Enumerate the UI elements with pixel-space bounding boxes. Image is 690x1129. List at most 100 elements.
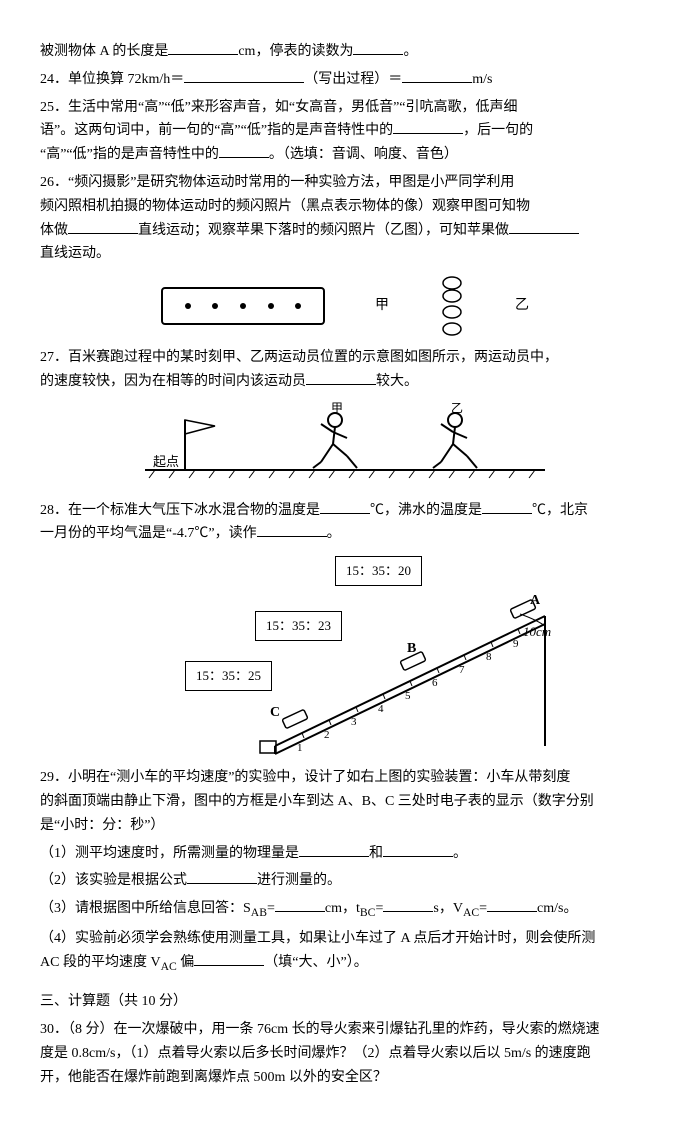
q30-l2: 度是 0.8cm/s，（1）点着导火索以后多长时间爆炸？（2）点着导火索以后以 … xyxy=(40,1046,591,1061)
q27-l2a: 的速度较快，因为在相等的时间内该运动员 xyxy=(40,374,306,389)
svg-text:1: 1 xyxy=(297,742,303,754)
q30-l3: 开，他能否在爆炸前跑到离爆炸点 500m 以外的安全区？ xyxy=(40,1070,387,1085)
q27-l2b: 较大。 xyxy=(376,374,418,389)
dot xyxy=(268,303,274,309)
q28-l2b: 。 xyxy=(327,526,341,541)
q30-num: 30． xyxy=(40,1022,68,1037)
q28-blank3[interactable] xyxy=(257,522,327,537)
intro-suffix: 。 xyxy=(403,44,417,59)
runners-figure: 起点 甲 乙 xyxy=(40,402,650,491)
svg-text:3: 3 xyxy=(351,716,357,728)
q29-sub-ab: AB xyxy=(251,906,267,919)
q29-i4b: AC 段的平均速度 V xyxy=(40,955,161,970)
q24-num: 24． xyxy=(40,72,68,87)
q29-sub-ac: AC xyxy=(463,906,479,919)
apple-stack-yi xyxy=(439,276,465,336)
q26-l2: 频闪照相机拍摄的物体运动时的频闪照片（黑点表示物体的像）观察甲图可知物 xyxy=(40,199,530,214)
q29-sub-bc: BC xyxy=(360,906,376,919)
q25-l1: 生活中常用“高”“低”来形容声音，如“女高音，男低音”“引吭高歌，低声细 xyxy=(68,100,518,115)
q29-i3-blank2[interactable] xyxy=(383,897,433,912)
q25-l2: 语”。这两句词中，前一句的“高”“低”指的是声音特性中的 xyxy=(40,123,393,138)
q29-i1a: （1）测平均速度时，所需测量的物理量是 xyxy=(40,846,299,861)
svg-text:6: 6 xyxy=(432,677,438,689)
point-a-label: A xyxy=(530,593,541,608)
q29-i2-blank[interactable] xyxy=(187,869,257,884)
q28-l1b: ℃，沸水的温度是 xyxy=(370,503,482,518)
q25-blank1[interactable] xyxy=(393,119,463,134)
svg-text:5: 5 xyxy=(405,690,411,702)
dot xyxy=(295,303,301,309)
q26-blank1[interactable] xyxy=(68,219,138,234)
runner-yi: 乙 xyxy=(433,402,477,468)
section-3-title: 三、计算题（共 10 分） xyxy=(40,990,650,1014)
q28-blank1[interactable] xyxy=(320,499,370,514)
q28-blank2[interactable] xyxy=(482,499,532,514)
dots-box-jia xyxy=(161,287,325,325)
car-c xyxy=(282,710,308,729)
svg-text:4: 4 xyxy=(378,703,384,715)
q29-i3-blank1[interactable] xyxy=(275,897,325,912)
q28-l2a: 一月份的平均气温是“-4.7℃”，读作 xyxy=(40,526,257,541)
dot xyxy=(185,303,191,309)
label-jia: 甲 xyxy=(375,294,389,318)
svg-text:7: 7 xyxy=(459,664,465,676)
q24-blank1[interactable] xyxy=(184,68,304,83)
q24-a: 单位换算 72km/h＝ xyxy=(68,72,184,87)
q25-l3: ，后一句的 xyxy=(463,123,533,138)
svg-text:甲: 甲 xyxy=(331,402,343,415)
q29-l1: 小明在“测小车的平均速度”的实验中，设计了如右上图的实验装置：小车从带刻度 xyxy=(68,770,570,785)
label-yi: 乙 xyxy=(515,294,529,318)
runner-jia: 甲 xyxy=(313,402,357,468)
q29-i1-blank2[interactable] xyxy=(383,842,453,857)
ramp-figure: 15：35：20 15：35：23 15：35：25 1 2 3 4 5 6 7… xyxy=(125,556,565,756)
q26-l3b: 直线运动；观察苹果下落时的频闪照片（乙图），可知苹果做 xyxy=(138,223,509,238)
q29-i3-blank3[interactable] xyxy=(487,897,537,912)
q29-i1-blank1[interactable] xyxy=(299,842,369,857)
q29-i3s: s，V xyxy=(433,901,463,916)
intro-prefix: 被测物体 A 的长度是 xyxy=(40,44,168,59)
flag-label: 起点 xyxy=(153,454,179,469)
q26-num: 26． xyxy=(40,175,68,190)
q29-i3c: = xyxy=(375,901,383,916)
q29-i4-blank[interactable] xyxy=(194,951,264,966)
q27-blank1[interactable] xyxy=(306,370,376,385)
dot xyxy=(240,303,246,309)
svg-text:2: 2 xyxy=(324,729,330,741)
q26-l1: “频闪摄影”是研究物体运动时常用的一种实验方法，甲图是小严同学利用 xyxy=(68,175,514,190)
q29-i3b: = xyxy=(267,901,275,916)
q29-i4c: 偏 xyxy=(177,955,195,970)
q29-i1c: 。 xyxy=(453,846,467,861)
svg-text:8: 8 xyxy=(486,651,492,663)
blank-length[interactable] xyxy=(168,40,238,55)
length-label: 10cm xyxy=(523,624,551,639)
q24-unit: m/s xyxy=(472,72,492,87)
blank-stopwatch[interactable] xyxy=(353,40,403,55)
q26-l3a: 体做 xyxy=(40,223,68,238)
q28-l1c: ℃，北京 xyxy=(532,503,588,518)
q28-l1a: 在一个标准大气压下冰水混合物的温度是 xyxy=(68,503,320,518)
point-c-label: C xyxy=(270,705,280,720)
q25-blank2[interactable] xyxy=(219,143,269,158)
svg-text:乙: 乙 xyxy=(451,402,463,415)
q29-i2a: （2）该实验是根据公式 xyxy=(40,873,187,888)
q29-i3cm: cm，t xyxy=(325,901,360,916)
q25-num: 25． xyxy=(40,100,68,115)
q27-num: 27． xyxy=(40,350,68,365)
q29-i3a: （3）请根据图中所给信息回答：S xyxy=(40,901,251,916)
q24-b: （写出过程）＝ xyxy=(304,72,402,87)
svg-text:9: 9 xyxy=(513,638,519,650)
q28-num: 28． xyxy=(40,503,68,518)
q24-blank2[interactable] xyxy=(402,68,472,83)
point-b-label: B xyxy=(407,641,416,656)
q26-blank2[interactable] xyxy=(509,219,579,234)
q26-figure-row: 甲 乙 xyxy=(40,276,650,336)
q29-i4d: （填“大、小”）。 xyxy=(264,955,367,970)
q25-l4: “高”“低”指的是声音特性中的 xyxy=(40,147,219,162)
q29-num: 29． xyxy=(40,770,68,785)
q25-l5: 。（选填：音调、响度、音色） xyxy=(269,147,458,162)
q27-l1: 百米赛跑过程中的某时刻甲、乙两运动员位置的示意图如图所示，两运动员中， xyxy=(68,350,558,365)
q29-l2: 的斜面顶端由静止下滑，图中的方框是小车到达 A、B、C 三处时电子表的显示（数字… xyxy=(40,794,594,809)
q29-i3d: = xyxy=(479,901,487,916)
q30-l1: （8 分）在一次爆破中，用一条 76cm 长的导火索来引爆钻孔里的炸药，导火索的… xyxy=(68,1022,600,1037)
dot xyxy=(212,303,218,309)
